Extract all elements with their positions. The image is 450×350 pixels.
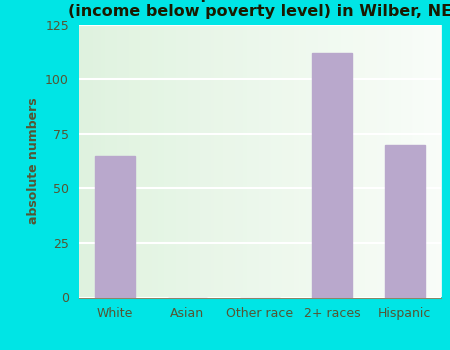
Bar xyxy=(95,155,135,298)
Title: Breakdown of poor residents within races
(income below poverty level) in Wilber,: Breakdown of poor residents within races… xyxy=(68,0,450,19)
Bar xyxy=(312,53,352,298)
Bar xyxy=(385,145,425,298)
Y-axis label: absolute numbers: absolute numbers xyxy=(27,98,40,224)
